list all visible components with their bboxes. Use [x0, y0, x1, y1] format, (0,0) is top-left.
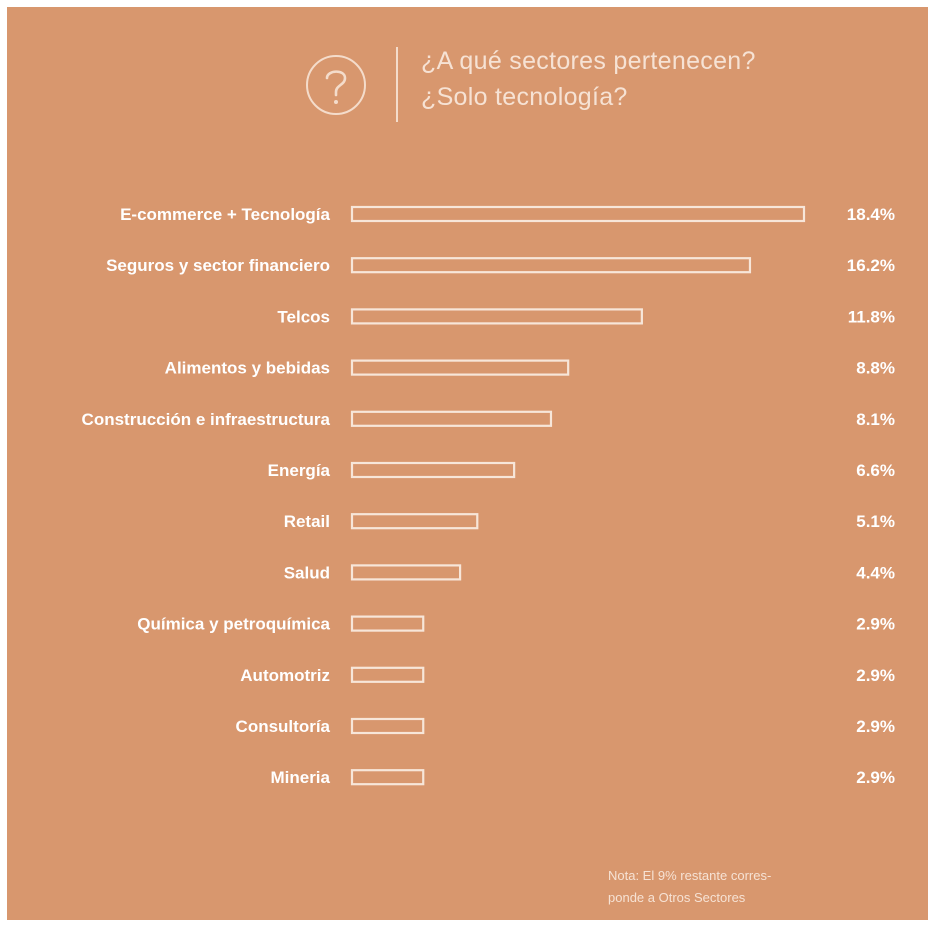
note-line-2: ponde a Otros Sectores	[608, 890, 746, 905]
question-circle-icon	[306, 55, 366, 115]
category-label: Construcción e infraestructura	[82, 410, 331, 429]
bar	[350, 359, 570, 376]
value-label: 4.4%	[856, 563, 895, 582]
category-label: Mineria	[270, 768, 330, 787]
category-label: Telcos	[277, 307, 330, 326]
value-label: 6.6%	[856, 461, 895, 480]
value-label: 8.8%	[856, 359, 895, 378]
value-label: 2.9%	[856, 768, 895, 787]
bar	[350, 769, 425, 786]
footnote: Nota: El 9% restante corres- ponde a Otr…	[608, 865, 771, 909]
value-label: 2.9%	[856, 615, 895, 634]
category-label: Alimentos y bebidas	[165, 359, 330, 378]
category-label: Energía	[268, 461, 331, 480]
value-label: 16.2%	[847, 256, 895, 275]
value-label: 2.9%	[856, 717, 895, 736]
bar	[350, 257, 752, 274]
bar	[350, 410, 553, 427]
bar	[350, 205, 806, 223]
category-label: Salud	[284, 563, 330, 582]
note-line-1: Nota: El 9% restante corres-	[608, 868, 772, 883]
value-label: 8.1%	[856, 410, 895, 429]
value-label: 18.4%	[847, 205, 895, 224]
title-line-2: ¿Solo tecnología?	[421, 83, 628, 111]
bar	[350, 564, 462, 581]
bar	[350, 461, 516, 479]
value-label: 5.1%	[856, 512, 895, 531]
value-label: 11.8%	[848, 307, 895, 326]
category-label: Seguros y sector financiero	[106, 256, 330, 275]
bar	[350, 615, 425, 632]
bar-chart: E-commerce + Tecnología 18.4% Seguros y se…	[82, 205, 895, 787]
infographic-panel: ¿A qué sectores pertenecen? ¿Solo tecnol…	[7, 7, 928, 920]
category-label: Consultoría	[236, 717, 331, 736]
bar	[350, 513, 479, 530]
header-divider	[396, 47, 398, 122]
category-label: E-commerce + Tecnología	[120, 205, 330, 224]
header: ¿A qué sectores pertenecen? ¿Solo tecnol…	[7, 7, 928, 137]
bar	[350, 666, 425, 683]
title-line-1: ¿A qué sectores pertenecen?	[421, 47, 756, 75]
category-label: Automotriz	[240, 666, 330, 685]
bar	[350, 308, 643, 325]
category-label: Retail	[284, 512, 330, 531]
bar	[350, 717, 425, 735]
category-label: Química y petroquímica	[137, 615, 330, 634]
value-label: 2.9%	[856, 666, 895, 685]
